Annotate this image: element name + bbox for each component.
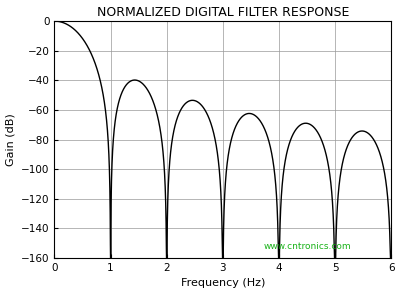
X-axis label: Frequency (Hz): Frequency (Hz): [181, 278, 265, 288]
Title: NORMALIZED DIGITAL FILTER RESPONSE: NORMALIZED DIGITAL FILTER RESPONSE: [97, 6, 349, 19]
Y-axis label: Gain (dB): Gain (dB): [6, 113, 16, 166]
Text: www.cntronics.com: www.cntronics.com: [263, 242, 351, 250]
